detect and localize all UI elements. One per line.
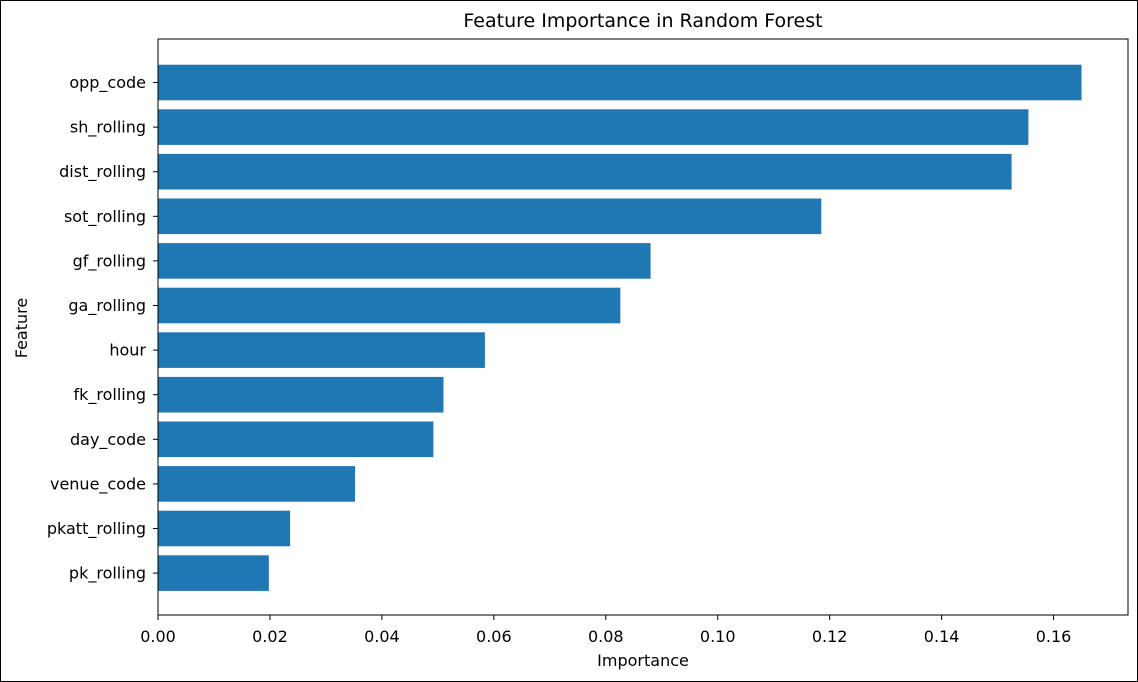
y-tick-label: day_code [70,430,146,450]
x-tick-label: 0.04 [364,627,400,646]
x-axis-label: Importance [597,651,689,670]
chart-title: Feature Importance in Random Forest [463,10,822,32]
y-tick-label: dist_rolling [59,162,146,182]
bar-sh_rolling [158,109,1029,145]
bar-fk_rolling [158,376,444,413]
x-tick-label: 0.16 [1036,627,1072,646]
x-axis: 0.00 0.02 0.04 0.06 0.08 0.10 0.12 0.14 0.16 [140,615,1071,646]
x-tick-label: 0.06 [476,627,512,646]
y-tick-label: sh_rolling [70,118,146,138]
y-tick-label: pkatt_rolling [47,519,146,539]
bar-gf_rolling [158,243,651,279]
y-tick-label: sot_rolling [64,207,146,227]
bar-day_code [158,421,434,458]
x-tick-label: 0.12 [812,627,848,646]
y-tick-label: ga_rolling [68,296,146,316]
bar-pkatt_rolling [158,510,291,547]
y-axis: opp_code sh_rolling dist_rolling sot_rollin… [47,73,158,584]
bar-venue_code [158,466,356,502]
y-tick-label: opp_code [69,73,146,93]
y-axis-label: Feature [12,298,31,358]
x-tick-label: 0.08 [588,627,624,646]
x-tick-label: 0.10 [700,627,736,646]
y-tick-label: gf_rolling [73,251,146,271]
y-tick-label: hour [109,341,146,360]
plot-frame [157,38,1129,616]
bar-hour [158,332,485,368]
bar-dist_rolling [158,153,1012,190]
x-tick-label: 0.02 [252,627,288,646]
bar-sot_rolling [158,198,822,235]
y-tick-label: venue_code [50,474,146,494]
y-tick-label: pk_rolling [69,564,146,584]
bar-ga_rolling [158,287,621,324]
bars-layer [158,64,1082,591]
x-tick-label: 0.14 [924,627,960,646]
bar-pk_rolling [158,555,269,591]
bar-opp_code [158,64,1082,101]
y-tick-label: fk_rolling [73,385,146,405]
x-tick-label: 0.00 [140,627,176,646]
